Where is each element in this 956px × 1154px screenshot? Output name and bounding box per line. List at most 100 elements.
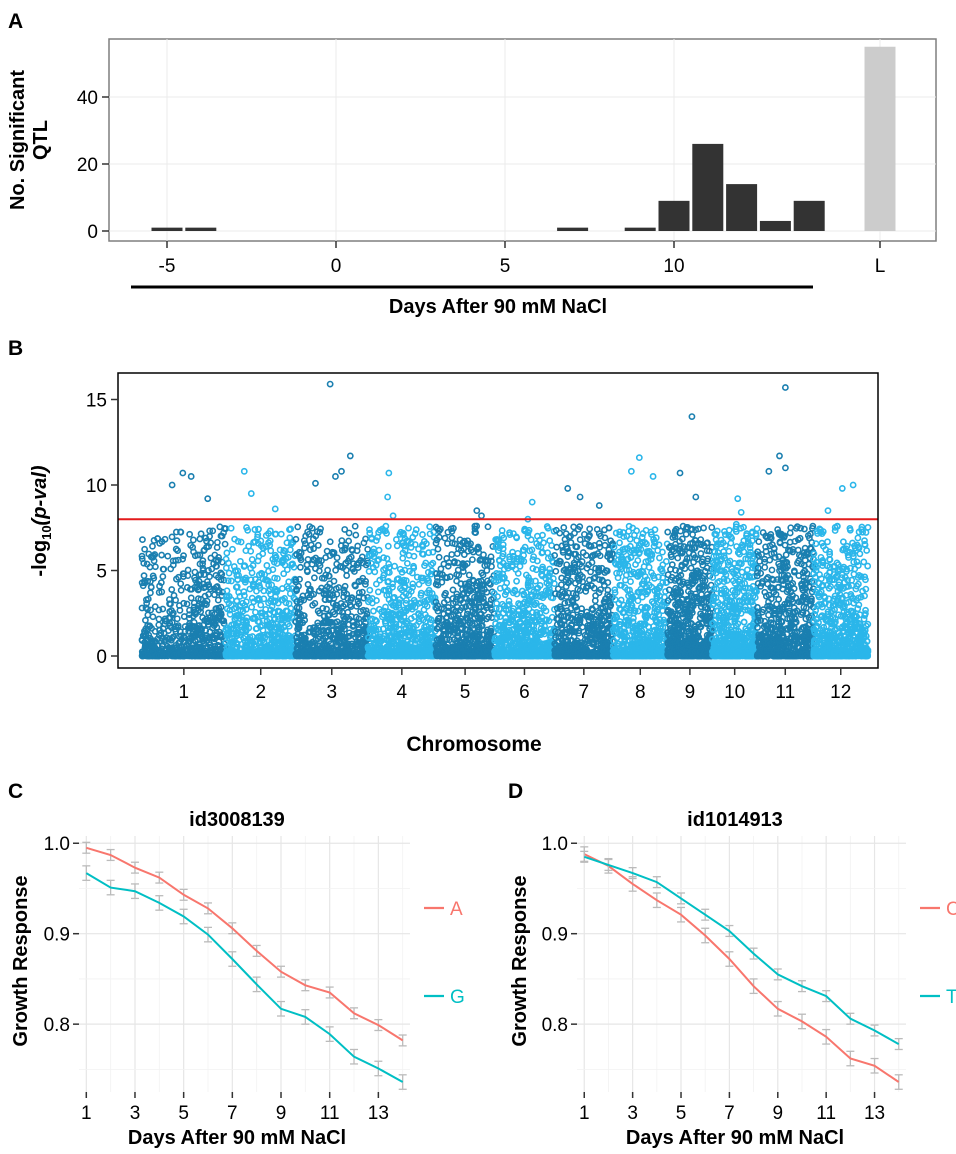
panel-b-point [304,568,311,576]
panel-b-point [279,639,287,647]
panel-b-point [214,613,222,621]
panel-b-point [494,593,501,601]
panel-b-point [155,652,163,660]
panel-b-point [195,600,203,608]
panel-b-point [375,546,383,554]
panel-b-point [309,535,317,543]
panel-b-point [470,633,478,641]
panel-b-point [533,588,540,596]
panel-b-point [444,562,452,570]
panel-b-point [410,626,417,633]
panel-b-point [366,596,374,604]
panel-b-point [435,533,443,541]
panel-b-point [234,619,242,627]
panel-a-bar [658,200,690,231]
panel-b-point [400,529,407,537]
panel-b-point [372,537,380,544]
panel-b-point [221,540,229,548]
panel-b-point [470,577,477,585]
panel-b-point [398,617,406,624]
panel-b-point [268,602,276,610]
panel-b-point [187,541,195,549]
panel-b-point [437,565,445,573]
panel-b-point [340,622,348,630]
panel-b-point [236,557,244,565]
panel-b-point [155,606,163,614]
panel-b-point [243,614,251,622]
panel-b-point [222,593,230,601]
panel-b-point [400,609,408,617]
panel-b-peak-point [338,467,345,475]
panel-b-point [277,530,285,538]
panel-b-point [177,586,185,594]
panel-b-point [382,603,389,611]
panel-b-point [365,567,373,575]
panel-b-point [456,536,464,544]
panel-b-point [446,617,454,625]
panel-b-point [148,644,156,651]
panel-b-point [478,592,485,600]
panel-b-point [159,573,167,580]
panel-b-point [451,626,459,634]
panel-b-point [309,601,317,609]
panel-b-peak-point [326,380,334,388]
panel-b-point [499,550,507,558]
panel-b-point [256,584,264,592]
panel-b-peak-point [478,512,485,520]
panel-b-point [314,607,322,615]
panel-b-point [429,633,437,641]
panel-b-point [149,553,157,561]
panel-b-point [266,631,273,639]
panel-b-point [454,566,462,574]
panel-b-point [437,638,445,646]
panel-b-point [259,626,267,634]
panel-b-point [150,557,158,565]
panel-b-point [516,562,524,570]
panel-b-point [160,565,168,573]
panel-b-point [513,577,520,585]
panel-b-point [217,609,225,617]
panel-b-point [186,530,194,538]
panel-b-point [271,551,279,559]
panel-b-point [397,585,404,592]
panel-a-bar [185,227,217,231]
panel-a-bar [557,227,589,231]
panel-b-point [391,639,398,647]
panel-b-point [156,539,164,547]
panel-b-point [325,572,333,580]
panel-b-point [186,606,193,614]
panel-b-point [231,535,239,543]
panel-b-point [172,528,180,536]
panel-b-point [361,580,369,588]
panel-b-point [150,574,158,582]
panel-b-point [138,552,146,560]
panel-b-point [180,552,187,560]
panel-b-point [472,587,480,595]
panel-b-point [360,539,368,547]
panel-b-point [288,561,296,568]
panel-b-point [196,551,204,559]
panel-b-chromosome-8 [609,454,671,660]
panel-b-peak-point [271,505,279,513]
panel-b-point [352,582,359,590]
panel-b-point [322,571,330,579]
panel-b-point [177,642,185,650]
panel-b-point [321,596,329,603]
panel-b-point [387,599,395,607]
panel-b-point [151,627,159,635]
panel-b-point [471,649,479,656]
panel-b-point [345,529,353,537]
panel-b-chromosome-5 [432,507,498,660]
panel-b-point [217,576,225,584]
panel-b-point [297,596,305,603]
panel-b-point [441,534,449,542]
panel-b-point [157,637,165,645]
panel-b-point [156,582,163,590]
panel-b-point [418,639,426,646]
panel-b-point [292,578,300,586]
panel-b-point [280,547,288,554]
panel-b-point [190,548,197,556]
panel-letter-a: A [8,10,23,33]
panel-b-point [279,630,286,638]
panel-a-bar [151,227,183,231]
